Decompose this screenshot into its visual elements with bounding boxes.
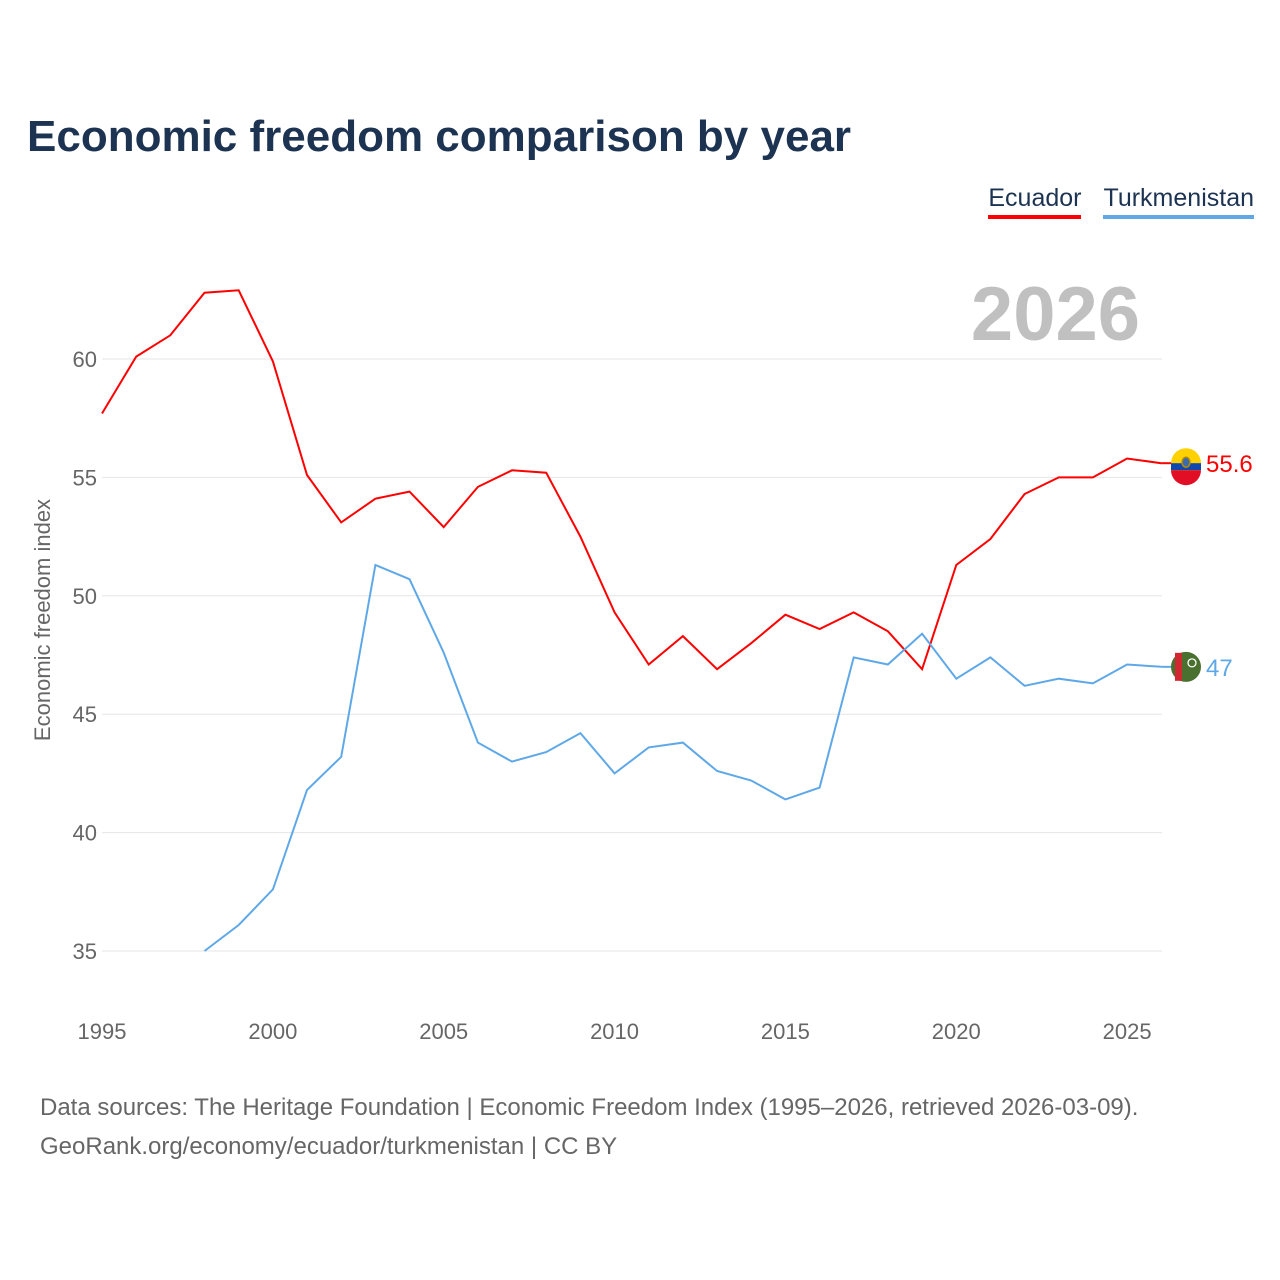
y-tick-label: 40 — [73, 821, 97, 846]
end-value-label: 47 — [1206, 655, 1233, 682]
y-tick-label: 50 — [73, 584, 97, 609]
ecuador-flag-red — [1171, 470, 1201, 486]
y-tick-label: 35 — [73, 939, 97, 964]
series-line-turkmenistan — [203, 563, 1162, 952]
legend: Ecuador Turkmenistan — [988, 184, 1254, 219]
source-note: Data sources: The Heritage Foundation | … — [40, 1088, 1138, 1166]
x-tick-label: 1995 — [78, 1019, 127, 1044]
turkmenistan-crescent — [1187, 658, 1197, 668]
x-tick-label: 2010 — [590, 1019, 639, 1044]
legend-turkmenistan[interactable]: Turkmenistan — [1103, 184, 1254, 219]
source-line-2[interactable]: GeoRank.org/economy/ecuador/turkmenistan… — [40, 1133, 618, 1160]
end-value-label: 55.6 — [1206, 451, 1253, 478]
ecuador-coat-of-arms — [1181, 456, 1191, 468]
series-line-ecuador — [101, 289, 1162, 672]
y-tick-label: 60 — [73, 347, 97, 372]
chart-title: Economic freedom comparison by year — [27, 112, 852, 161]
x-tick-label: 2015 — [761, 1019, 810, 1044]
x-tick-label: 2000 — [248, 1019, 297, 1044]
turkmenistan-flag-band — [1175, 652, 1182, 681]
source-line-1: Data sources: The Heritage Foundation | … — [40, 1094, 1139, 1121]
year-label: 2026 — [971, 272, 1140, 357]
y-axis-label: Economic freedom index — [30, 499, 55, 741]
legend-ecuador[interactable]: Ecuador — [988, 184, 1082, 219]
x-tick-label: 2005 — [419, 1019, 468, 1044]
y-tick-label: 55 — [73, 465, 97, 490]
x-tick-label: 2020 — [932, 1019, 981, 1044]
y-tick-label: 45 — [73, 702, 97, 727]
x-tick-label: 2025 — [1103, 1019, 1152, 1044]
